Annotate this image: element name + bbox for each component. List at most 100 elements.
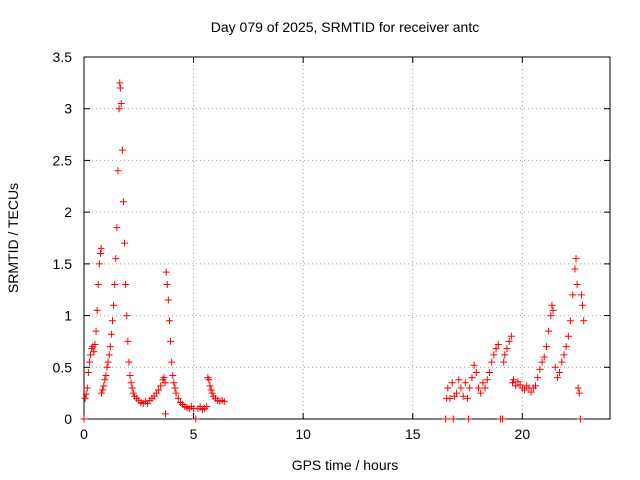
ticks bbox=[83, 56, 610, 420]
data-point bbox=[492, 345, 500, 353]
data-point bbox=[558, 358, 566, 366]
data-point bbox=[90, 348, 98, 356]
data-point bbox=[87, 351, 95, 359]
data-point bbox=[464, 394, 472, 402]
data-point bbox=[453, 389, 461, 397]
data-point bbox=[205, 376, 213, 384]
y-tick-label: 0.5 bbox=[53, 359, 73, 375]
data-point bbox=[162, 410, 170, 418]
data-point bbox=[542, 343, 550, 351]
data-point bbox=[99, 386, 107, 394]
data-point bbox=[163, 281, 171, 289]
data-point bbox=[455, 376, 463, 384]
y-tick-label: 2 bbox=[64, 204, 72, 220]
data-point bbox=[165, 317, 173, 325]
data-point bbox=[116, 84, 124, 92]
data-point bbox=[459, 392, 467, 400]
data-point bbox=[531, 382, 539, 390]
data-point bbox=[556, 368, 564, 376]
data-point bbox=[174, 394, 182, 402]
data-point bbox=[508, 379, 516, 387]
data-point bbox=[206, 382, 214, 390]
data-point bbox=[115, 105, 123, 113]
data-point bbox=[564, 332, 572, 340]
data-point bbox=[468, 374, 476, 382]
data-point bbox=[117, 100, 125, 108]
data-point bbox=[127, 379, 135, 387]
data-point bbox=[162, 268, 170, 276]
data-point bbox=[114, 167, 122, 175]
data-point bbox=[571, 265, 579, 273]
data-point bbox=[95, 260, 103, 268]
data-point bbox=[521, 386, 529, 394]
data-point bbox=[466, 384, 474, 392]
y-tick-label: 2.5 bbox=[53, 152, 73, 168]
data-point bbox=[102, 372, 110, 380]
data-point bbox=[84, 368, 92, 376]
data-point bbox=[569, 291, 577, 299]
data-point bbox=[562, 343, 570, 351]
data-point bbox=[121, 239, 129, 247]
data-point bbox=[100, 382, 108, 390]
data-point bbox=[208, 389, 216, 397]
data-point bbox=[107, 330, 115, 338]
data-point bbox=[155, 386, 163, 394]
data-point bbox=[94, 281, 102, 289]
data-point bbox=[97, 244, 105, 252]
data-point bbox=[501, 351, 509, 359]
data-point bbox=[488, 358, 496, 366]
data-point bbox=[507, 332, 515, 340]
data-point bbox=[125, 358, 133, 366]
data-point bbox=[171, 384, 179, 392]
data-point bbox=[192, 415, 200, 423]
data-point bbox=[83, 384, 91, 392]
data-point bbox=[116, 79, 124, 87]
data-point bbox=[548, 301, 556, 309]
data-point bbox=[111, 281, 119, 289]
y-tick-label: 1 bbox=[64, 308, 72, 324]
data-point bbox=[104, 358, 112, 366]
data-point bbox=[527, 388, 535, 396]
data-point bbox=[123, 312, 131, 320]
data-point bbox=[578, 291, 586, 299]
data-point bbox=[490, 351, 498, 359]
data-point bbox=[572, 255, 580, 263]
data-point bbox=[110, 301, 118, 309]
data-point bbox=[540, 353, 548, 361]
data-point bbox=[580, 317, 588, 325]
y-tick-label: 0 bbox=[64, 411, 72, 427]
data-point bbox=[93, 306, 101, 314]
data-point bbox=[207, 386, 215, 394]
data-point bbox=[510, 376, 518, 384]
data-point bbox=[157, 382, 165, 390]
data-point bbox=[119, 198, 127, 206]
data-point bbox=[108, 317, 116, 325]
data-point bbox=[113, 224, 121, 232]
data-point bbox=[101, 376, 109, 384]
data-point bbox=[560, 351, 568, 359]
x-tick-label: 5 bbox=[190, 426, 198, 442]
data-point bbox=[567, 317, 575, 325]
data-point bbox=[503, 345, 511, 353]
data-point bbox=[483, 376, 491, 384]
data-point bbox=[106, 343, 114, 351]
x-tick-label: 10 bbox=[295, 426, 311, 442]
data-point bbox=[551, 363, 559, 371]
data-point bbox=[575, 389, 583, 397]
data-point bbox=[579, 301, 587, 309]
data-point bbox=[103, 363, 111, 371]
data-point bbox=[444, 384, 452, 392]
data-point bbox=[549, 306, 557, 314]
data-point bbox=[80, 415, 88, 423]
data-point bbox=[168, 358, 176, 366]
data-point bbox=[442, 415, 450, 423]
data-point bbox=[160, 374, 168, 382]
data-point bbox=[481, 384, 489, 392]
data-point bbox=[457, 384, 465, 392]
data-point bbox=[124, 337, 132, 345]
data-point bbox=[494, 341, 502, 349]
data-point bbox=[479, 379, 487, 387]
data-point bbox=[118, 146, 126, 154]
data-point bbox=[475, 384, 482, 392]
data-point bbox=[576, 415, 584, 423]
